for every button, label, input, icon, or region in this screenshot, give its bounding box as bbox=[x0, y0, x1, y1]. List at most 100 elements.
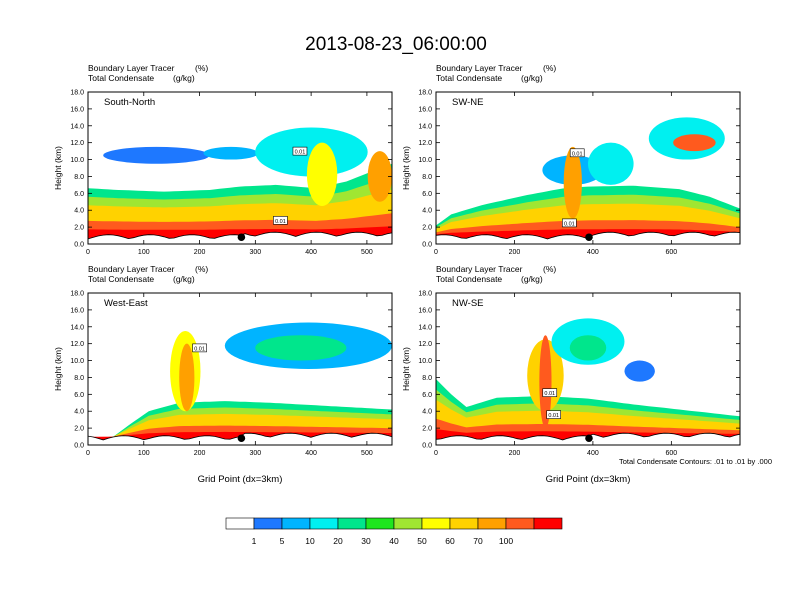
colorbar-label: 5 bbox=[280, 536, 285, 546]
colorbar-label: 40 bbox=[389, 536, 399, 546]
panel-header-condensate-units: (g/kg) bbox=[521, 73, 543, 83]
y-tick-label: 14.0 bbox=[418, 324, 432, 331]
y-tick-label: 12.0 bbox=[418, 341, 432, 348]
y-axis-label: Height (km) bbox=[53, 146, 63, 190]
x-tick-label: 200 bbox=[509, 450, 521, 457]
panel-header-condensate: Total Condensate bbox=[88, 73, 154, 83]
y-tick-label: 6.0 bbox=[74, 392, 84, 399]
y-tick-label: 10.0 bbox=[418, 358, 432, 365]
site-marker bbox=[237, 434, 246, 443]
contour-label: 0.01 bbox=[194, 346, 205, 352]
y-tick-label: 2.0 bbox=[422, 225, 432, 232]
cloud-region bbox=[673, 134, 716, 152]
x-tick-label: 100 bbox=[138, 249, 150, 256]
panel-header-tracer-units: (%) bbox=[195, 63, 208, 73]
contour-label-box bbox=[292, 146, 308, 156]
panel-south-north: Boundary Layer Tracer (%) Total Condensate… bbox=[53, 63, 393, 256]
panel-header-tracer: Boundary Layer Tracer bbox=[88, 264, 175, 274]
x-tick-label: 0 bbox=[86, 249, 90, 256]
y-tick-label: 16.0 bbox=[70, 307, 84, 314]
panel-header-condensate-units: (g/kg) bbox=[173, 73, 195, 83]
x-tick-label: 200 bbox=[194, 249, 206, 256]
contour-label-box bbox=[546, 410, 561, 419]
y-tick-label: 8.0 bbox=[74, 174, 84, 181]
x-tick-label: 200 bbox=[509, 249, 521, 256]
colorbar-label: 50 bbox=[417, 536, 427, 546]
y-tick-label: 18.0 bbox=[418, 291, 432, 298]
y-tick-label: 0.0 bbox=[74, 242, 84, 249]
site-marker bbox=[237, 233, 246, 242]
colorbar-swatch bbox=[253, 517, 283, 530]
contour-label: 0.01 bbox=[544, 391, 555, 397]
colorbar-swatch bbox=[365, 517, 395, 530]
colorbar-label: 100 bbox=[499, 536, 513, 546]
x-tick-label: 400 bbox=[305, 450, 317, 457]
colorbar-swatch bbox=[281, 517, 311, 530]
x-axis-label: Grid Point (dx=3km) bbox=[198, 474, 283, 485]
cloud-region bbox=[203, 146, 259, 160]
x-tick-label: 300 bbox=[249, 249, 261, 256]
colorbar-swatch bbox=[533, 517, 563, 530]
y-tick-label: 8.0 bbox=[422, 174, 432, 181]
x-tick-label: 0 bbox=[86, 450, 90, 457]
y-tick-label: 14.0 bbox=[70, 123, 84, 130]
y-tick-label: 14.0 bbox=[418, 123, 432, 130]
y-tick-label: 12.0 bbox=[70, 140, 84, 147]
y-axis-label: Height (km) bbox=[53, 347, 63, 391]
y-axis-label: Height (km) bbox=[401, 146, 411, 190]
cloud-region bbox=[103, 146, 210, 164]
colorbar-swatch bbox=[393, 517, 423, 530]
colorbar-label: 70 bbox=[473, 536, 483, 546]
x-tick-label: 500 bbox=[361, 249, 373, 256]
y-tick-label: 16.0 bbox=[70, 106, 84, 113]
cloud-region bbox=[624, 360, 655, 382]
x-tick-label: 600 bbox=[666, 249, 678, 256]
panel-header-tracer-units: (%) bbox=[195, 264, 208, 274]
colorbar-label: 10 bbox=[305, 536, 315, 546]
x-tick-label: 300 bbox=[249, 450, 261, 457]
plot-frame bbox=[435, 292, 741, 446]
contour-label: 0.01 bbox=[275, 219, 286, 225]
y-tick-label: 18.0 bbox=[70, 90, 84, 97]
y-tick-label: 4.0 bbox=[74, 409, 84, 416]
y-tick-label: 8.0 bbox=[422, 375, 432, 382]
y-tick-label: 10.0 bbox=[70, 358, 84, 365]
colorbar-label: 20 bbox=[333, 536, 343, 546]
tracer-field bbox=[436, 318, 740, 445]
panel-header-tracer-units: (%) bbox=[543, 63, 556, 73]
contour-label-box bbox=[542, 388, 558, 397]
x-tick-label: 0 bbox=[434, 450, 438, 457]
panel-west-east: Boundary Layer Tracer (%) Total Condensate… bbox=[53, 264, 393, 485]
plot-frame bbox=[435, 91, 741, 245]
y-axis-label: Height (km) bbox=[401, 347, 411, 391]
colorbar-label: 30 bbox=[361, 536, 371, 546]
cloud-region bbox=[306, 142, 338, 206]
panel-header-tracer-units: (%) bbox=[543, 264, 556, 274]
y-tick-label: 4.0 bbox=[422, 208, 432, 215]
site-marker bbox=[585, 434, 593, 443]
cloud-region bbox=[367, 151, 392, 202]
panel-name: West-East bbox=[104, 298, 148, 309]
y-tick-label: 0.0 bbox=[422, 443, 432, 450]
contour-label: 0.01 bbox=[548, 413, 559, 419]
x-tick-label: 400 bbox=[587, 249, 599, 256]
colorbar-swatch bbox=[225, 517, 255, 530]
site-marker bbox=[585, 233, 593, 242]
contour-label-box bbox=[562, 218, 577, 228]
panel-header-tracer: Boundary Layer Tracer bbox=[436, 63, 523, 73]
y-tick-label: 8.0 bbox=[74, 375, 84, 382]
contour-label: 0.01 bbox=[564, 221, 575, 227]
cloud-region bbox=[569, 335, 607, 361]
panel-header-tracer: Boundary Layer Tracer bbox=[436, 264, 523, 274]
x-tick-label: 400 bbox=[305, 249, 317, 256]
y-tick-label: 6.0 bbox=[422, 191, 432, 198]
y-tick-label: 10.0 bbox=[70, 157, 84, 164]
x-tick-label: 500 bbox=[361, 450, 373, 457]
y-tick-label: 2.0 bbox=[74, 225, 84, 232]
x-axis-label: Grid Point (dx=3km) bbox=[546, 474, 631, 485]
y-tick-label: 18.0 bbox=[70, 291, 84, 298]
panel-name: SW-NE bbox=[452, 97, 484, 108]
panel-header-condensate-units: (g/kg) bbox=[173, 274, 195, 284]
cloud-region bbox=[179, 343, 195, 412]
y-tick-label: 10.0 bbox=[418, 157, 432, 164]
